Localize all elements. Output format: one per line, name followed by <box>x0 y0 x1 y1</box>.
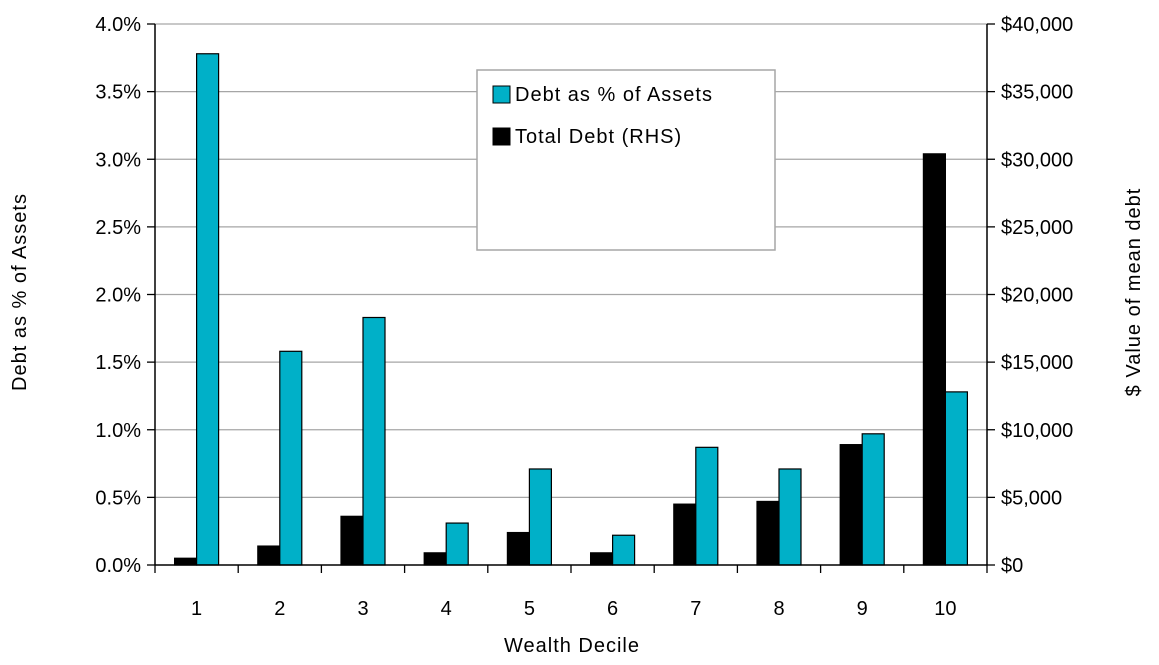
x-tick-label: 2 <box>274 598 285 620</box>
bar-debt-pct <box>944 391 969 566</box>
bar-debt-pct <box>611 534 636 566</box>
bar-debt-pct <box>445 522 469 566</box>
x-tick-label: 7 <box>690 598 701 620</box>
y2-tick-label: $0 <box>1001 555 1023 577</box>
legend: Debt as % of Assets Total Debt (RHS) <box>476 69 776 251</box>
bar-total-debt <box>506 531 530 566</box>
y2-tick-label: $40,000 <box>1001 14 1073 36</box>
x-tick-label: 5 <box>524 598 535 620</box>
y-tick-label: 2.0% <box>95 285 141 307</box>
y-tick-label: 4.0% <box>95 14 141 36</box>
y2-tick-label: $20,000 <box>1001 285 1073 307</box>
bar-debt-pct <box>196 53 220 566</box>
y-tick-label: 2.5% <box>95 217 141 239</box>
y-tick-label: 1.5% <box>95 352 141 374</box>
bar-total-debt <box>589 552 614 566</box>
axes <box>147 23 995 573</box>
bar-debt-pct <box>861 433 885 566</box>
legend-label-debt-pct: Debt as % of Assets <box>515 84 713 106</box>
y2-tick-label: $10,000 <box>1001 420 1073 442</box>
y2-axis-title: $ Value of mean debt <box>1123 188 1145 397</box>
bar-total-debt <box>340 515 364 566</box>
bar-debt-pct <box>778 468 802 566</box>
legend-box <box>476 69 776 251</box>
x-tick-label: 1 <box>191 598 202 620</box>
x-tick-label: 6 <box>607 598 618 620</box>
x-tick-label: 8 <box>773 598 784 620</box>
bar-debt-pct <box>362 316 386 566</box>
x-axis-title: Wealth Decile <box>504 635 640 657</box>
bar-total-debt <box>423 552 447 566</box>
x-tick-label: 10 <box>934 598 956 620</box>
bar-total-debt <box>922 153 947 566</box>
legend-label-total-debt: Total Debt (RHS) <box>515 126 682 148</box>
tick-labels: 0.0% $0 0.5% $5,000 1.0% $10,000 1.5% $15,000 2.… <box>95 14 1073 620</box>
bar-debt-pct <box>279 350 303 566</box>
bar-debt-pct <box>695 446 719 566</box>
y-tick-label: 3.0% <box>95 149 141 171</box>
bars <box>174 53 969 566</box>
bar-total-debt <box>756 500 780 566</box>
y2-tick-label: $5,000 <box>1001 487 1062 509</box>
y-tick-label: 0.5% <box>95 487 141 509</box>
x-tick-label: 4 <box>441 598 452 620</box>
y2-tick-label: $15,000 <box>1001 352 1073 374</box>
y-tick-label: 0.0% <box>95 555 141 577</box>
bar-total-debt <box>673 503 697 566</box>
y-axis-title: Debt as % of Assets <box>9 193 31 391</box>
x-tick-label: 9 <box>857 598 868 620</box>
y-tick-label: 1.0% <box>95 420 141 442</box>
bar-total-debt <box>257 545 281 566</box>
bar-total-debt <box>174 557 198 566</box>
y-tick-label: 3.5% <box>95 82 141 104</box>
y2-tick-label: $35,000 <box>1001 82 1073 104</box>
legend-swatch-total-debt <box>492 127 511 146</box>
bar-debt-pct <box>528 468 553 566</box>
bar-total-debt <box>839 444 863 566</box>
y2-tick-label: $30,000 <box>1001 149 1073 171</box>
y2-tick-label: $25,000 <box>1001 217 1073 239</box>
x-tick-label: 3 <box>357 598 368 620</box>
legend-swatch-debt-pct <box>492 85 511 104</box>
